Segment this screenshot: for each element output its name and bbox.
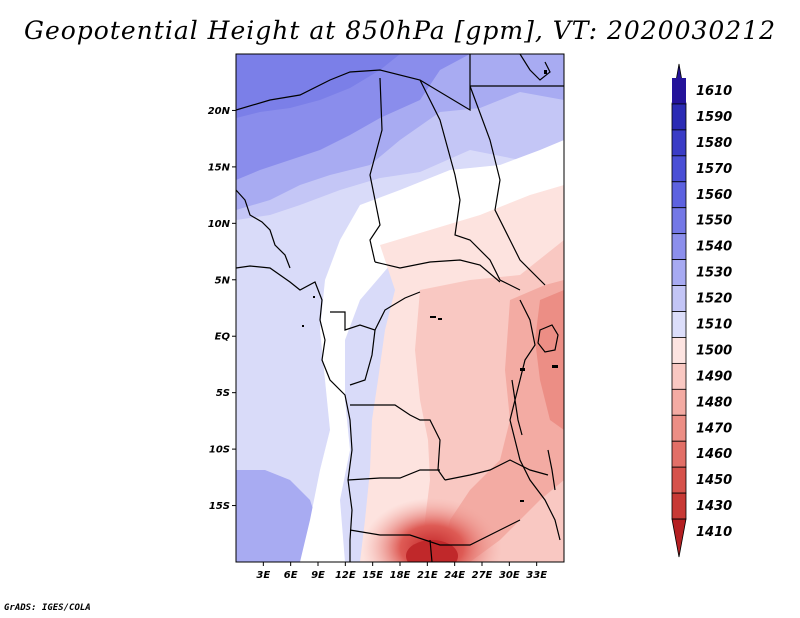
colorbar-segment — [671, 466, 687, 494]
colorbar-segment — [671, 492, 687, 520]
border-nile — [469, 85, 546, 286]
colorbar-segment — [672, 78, 686, 104]
colorbar-level-label: 1510 — [696, 317, 732, 332]
y-tick-label: 10N — [208, 219, 231, 230]
chart-title: Geopotential Height at 850hPa [gpm], VT:… — [23, 16, 777, 45]
lake-malawi — [547, 449, 556, 491]
border-car — [374, 259, 501, 283]
x-tick-label: 12E — [335, 570, 356, 581]
colorbar-level-label: 1520 — [696, 292, 732, 307]
border-angola — [347, 469, 440, 481]
x-tick-label: 33E — [526, 570, 547, 581]
colorbar-level-label: 1480 — [696, 395, 732, 410]
y-tick-label: 5N — [215, 275, 231, 286]
x-tick-label: 24E — [444, 570, 465, 581]
colorbar-segment — [671, 103, 687, 131]
colorbar-segment — [671, 233, 687, 261]
inland-water-marks — [302, 70, 558, 502]
y-tick-label: 5S — [216, 388, 230, 399]
colorbar-level-label: 1550 — [696, 214, 732, 229]
map-axes: 3E 6E 9E 12E 15E 18E 21E 24E 27E 30E 33E 20N 15N 10N 5… — [208, 106, 548, 581]
y-tick-label: 15N — [208, 162, 231, 173]
border-angola-south — [349, 519, 521, 546]
x-tick-label: 6E — [284, 570, 298, 581]
colorbar-level-label: 1570 — [696, 162, 732, 177]
border-sahara — [236, 54, 471, 112]
coastline-west — [236, 265, 353, 562]
field-1470-band — [535, 290, 564, 430]
border-namibia — [429, 539, 433, 562]
coastline-bulge — [236, 189, 291, 269]
colorbar-segment — [671, 155, 687, 183]
colorbar-level-label: 1610 — [696, 84, 732, 99]
colorbar-bottom-arrow — [671, 518, 687, 558]
x-tick-label: 15E — [362, 570, 383, 581]
colorbar-segment — [671, 388, 687, 416]
colorbar-level-label: 1410 — [696, 525, 732, 540]
colorbar-level-label: 1580 — [696, 136, 732, 151]
height-field — [236, 54, 564, 562]
colorbar-segment — [671, 414, 687, 442]
x-tick-label: 9E — [311, 570, 325, 581]
border-gabon-congo — [330, 311, 376, 386]
y-tick-label: 20N — [208, 106, 231, 117]
colorbar-segment — [671, 337, 687, 364]
x-tick-label: 3E — [256, 570, 270, 581]
field-1480-band — [440, 280, 564, 562]
colorbar: 1610 1590 1580 1570 1560 1550 1540 1530 1520 1510… — [671, 63, 732, 558]
colorbar-level-label: 1540 — [696, 240, 732, 255]
border-central — [419, 79, 521, 291]
coastlines-borders — [236, 54, 564, 562]
footer-credit: GrADS: IGES/COLA — [4, 603, 91, 613]
border-chad — [369, 77, 383, 263]
colorbar-level-label: 1500 — [696, 343, 732, 358]
red-sea-coast — [519, 54, 551, 81]
colorbar-level-label: 1560 — [696, 188, 732, 203]
colorbar-segment — [671, 181, 687, 209]
x-tick-label: 18E — [390, 570, 411, 581]
field-low-core — [362, 498, 502, 562]
field-1510-band — [300, 140, 564, 562]
x-tick-label: 21E — [417, 570, 438, 581]
colorbar-level-label: 1530 — [696, 266, 732, 281]
colorbar-level-label: 1460 — [696, 447, 732, 462]
colorbar-segment — [671, 259, 687, 286]
colorbar-level-label: 1450 — [696, 473, 732, 488]
lake-victoria — [537, 324, 559, 353]
colorbar-segment — [671, 362, 687, 390]
colorbar-segment — [671, 285, 687, 312]
colorbar-segment — [671, 440, 687, 468]
colorbar-level-label: 1490 — [696, 369, 732, 384]
colorbar-segment — [671, 129, 687, 157]
x-tick-label: 30E — [499, 570, 520, 581]
y-tick-label: 10S — [209, 445, 230, 456]
border-east-africa — [509, 299, 561, 541]
colorbar-level-label: 1430 — [696, 499, 732, 514]
border-drc-west — [350, 404, 446, 481]
colorbar-segment — [671, 311, 687, 338]
colorbar-segment — [671, 207, 687, 235]
colorbar-level-label: 1470 — [696, 421, 732, 436]
border-drc-north — [374, 291, 421, 331]
y-tick-label: 15S — [209, 501, 230, 512]
colorbar-level-label: 1590 — [696, 110, 732, 125]
lake-tanganyika — [511, 379, 523, 436]
y-tick-label: EQ — [215, 332, 231, 343]
x-tick-label: 27E — [472, 570, 493, 581]
border-zambia — [444, 459, 549, 481]
